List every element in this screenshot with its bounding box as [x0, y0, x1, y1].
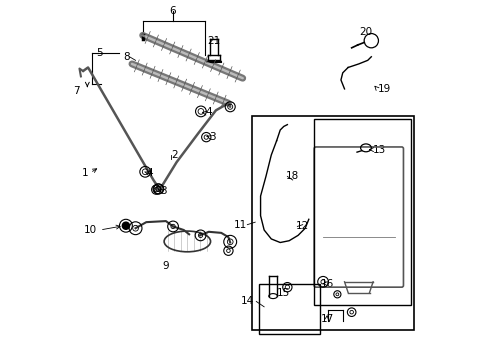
Text: 3: 3 [208, 132, 215, 142]
Text: 6: 6 [169, 6, 176, 17]
Text: 1: 1 [81, 168, 88, 178]
Text: 17: 17 [321, 314, 334, 324]
Text: 8: 8 [122, 52, 129, 62]
Text: 13: 13 [372, 145, 386, 155]
Text: 7: 7 [73, 86, 80, 96]
Text: 16: 16 [321, 279, 334, 289]
Text: 14: 14 [241, 296, 254, 306]
Text: 11: 11 [234, 220, 247, 230]
Text: 4: 4 [146, 168, 153, 178]
Bar [313, 119, 410, 305]
Text: 4: 4 [205, 107, 211, 117]
Text: 5: 5 [96, 48, 103, 58]
Text: 3: 3 [160, 186, 167, 196]
Text: 2: 2 [171, 150, 178, 160]
Bar [251, 116, 413, 330]
Text: 10: 10 [84, 225, 97, 235]
Text: 9: 9 [163, 261, 169, 271]
Text: 19: 19 [377, 84, 390, 94]
Text: 21: 21 [207, 36, 220, 46]
Bar [258, 284, 319, 334]
Text: 15: 15 [276, 288, 289, 297]
Circle shape [122, 222, 129, 229]
Text: 18: 18 [285, 171, 298, 181]
Text: 12: 12 [295, 221, 308, 231]
Text: 20: 20 [359, 27, 372, 37]
